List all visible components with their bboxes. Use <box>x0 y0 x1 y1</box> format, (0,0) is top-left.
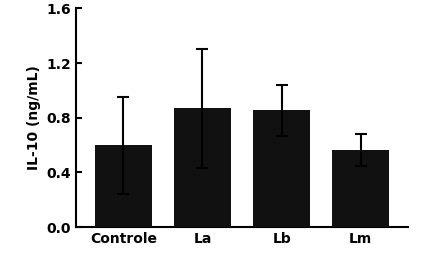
Bar <box>174 108 231 227</box>
Bar <box>95 145 152 227</box>
Bar <box>332 150 389 227</box>
Bar <box>253 110 310 227</box>
Y-axis label: IL-10 (ng/mL): IL-10 (ng/mL) <box>27 65 40 170</box>
